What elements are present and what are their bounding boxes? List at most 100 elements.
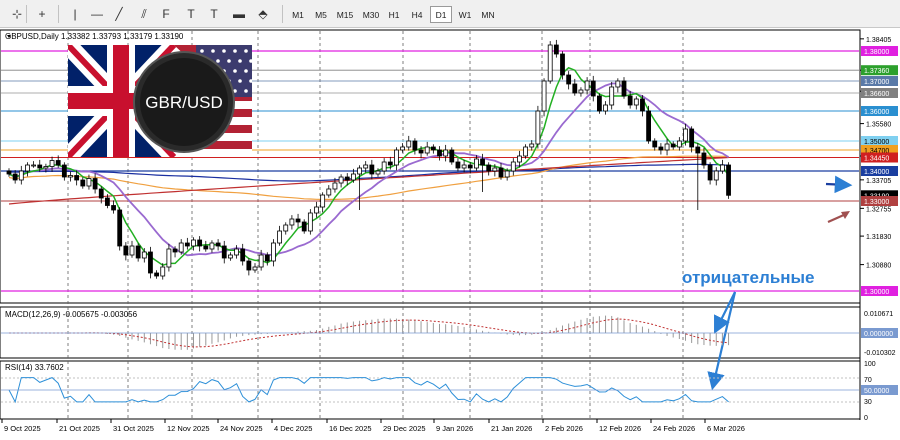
rsi-mid-tag	[861, 385, 898, 395]
text-label-icon[interactable]: T	[210, 7, 218, 21]
candle-body	[455, 161, 461, 169]
timeframe-w1[interactable]: W1	[458, 9, 472, 20]
candle-body	[510, 161, 516, 172]
price-tag	[861, 46, 898, 56]
candle-body	[92, 178, 98, 190]
candle-body	[430, 146, 436, 151]
candle-body	[320, 194, 326, 208]
candle-body	[227, 254, 233, 259]
channel-icon[interactable]: ⫽	[141, 6, 147, 21]
timeframe-mn[interactable]: MN	[481, 9, 495, 20]
trendline-icon[interactable]: ╱	[115, 7, 123, 21]
fibonacci-icon[interactable]: F	[162, 7, 170, 21]
candle-body	[578, 89, 584, 94]
candle-body	[123, 245, 129, 256]
date-tick-label: 24 Nov 2025	[220, 424, 263, 433]
level-arrow-blue-icon	[825, 175, 853, 194]
star-icon	[227, 59, 231, 63]
price-tag	[861, 166, 898, 176]
candle-body	[129, 245, 135, 256]
candle-body	[344, 176, 350, 181]
cursor-cross-icon[interactable]: +	[38, 7, 46, 21]
candle-body	[492, 167, 498, 172]
timeframe-m30[interactable]: M30	[362, 9, 380, 20]
candle-body	[154, 272, 160, 277]
candle-body	[670, 143, 676, 148]
candle-body	[332, 182, 338, 190]
candle-body	[412, 140, 418, 151]
candle-body	[98, 188, 104, 199]
price-tag-label: 1.34000	[864, 169, 889, 176]
annotation-text: отрицательные	[682, 268, 815, 287]
timeframe-d1[interactable]: D1	[430, 6, 452, 23]
candle-body	[271, 242, 276, 262]
candle-body	[535, 110, 541, 145]
timeframe-m1[interactable]: M1	[292, 9, 304, 20]
timeframe-m15[interactable]: M15	[336, 9, 354, 20]
text-icon[interactable]: T	[187, 7, 195, 21]
candle-body	[326, 188, 332, 196]
star-icon	[249, 79, 252, 83]
candle-body	[547, 44, 553, 82]
candle-body	[443, 149, 449, 157]
candle-body	[449, 149, 455, 163]
candle-body	[61, 164, 67, 178]
candle-body	[166, 248, 172, 268]
candle-body	[695, 146, 701, 154]
rsi-axis-label: 70	[864, 377, 872, 384]
star-icon	[249, 59, 252, 63]
annotation-arrow-macd-icon	[714, 291, 736, 334]
candle-body	[406, 140, 412, 148]
candle-body	[633, 98, 639, 106]
star-icon	[233, 89, 237, 93]
macd-zero-tag	[861, 328, 898, 338]
arrow-shapes-icon[interactable]: ⬘	[258, 7, 268, 21]
vertical-line-icon[interactable]: |	[73, 7, 77, 21]
chart-area[interactable]: GBR/USD GBPUSD,Daily 1.33382 1.33793 1.3…	[0, 28, 900, 440]
rsi-label: RSI(14) 33.7602	[5, 363, 64, 372]
candle-body	[203, 245, 209, 250]
price-tag-label: 1.30000	[864, 289, 889, 296]
candle-body	[86, 178, 92, 187]
candle-body	[43, 166, 49, 169]
shape-icon[interactable]: ▬	[233, 7, 245, 21]
horizontal-line-icon[interactable]: —	[91, 7, 103, 21]
price-tag	[861, 88, 898, 98]
date-tick-label: 9 Jan 2026	[436, 424, 473, 433]
price-tick-label: 1.35580	[866, 122, 891, 129]
ma-blue-line	[8, 163, 729, 182]
candle-body	[597, 95, 602, 112]
timeframe-h1[interactable]: H1	[388, 9, 400, 20]
macd-axis-label: 0.000000	[864, 331, 893, 338]
candle-body	[252, 266, 258, 271]
price-tag	[861, 152, 898, 163]
level-arrowhead-red-icon	[841, 211, 850, 219]
price-tick-label: 1.30880	[866, 263, 891, 270]
candle-body	[31, 164, 37, 167]
candle-body	[553, 44, 559, 55]
crosshair-icon[interactable]: ⊹	[11, 7, 23, 21]
candle-body	[184, 242, 190, 247]
candle-body	[375, 170, 381, 175]
star-icon	[216, 59, 220, 63]
date-tick-label: 12 Nov 2025	[167, 424, 210, 433]
candle-body	[461, 164, 467, 169]
rsi-axis-label: 0	[864, 415, 868, 422]
candle-body	[560, 53, 565, 76]
candle-body	[289, 218, 295, 226]
candle-body	[713, 170, 719, 181]
candle-body	[720, 164, 725, 172]
date-tick-label: 4 Dec 2025	[274, 424, 312, 433]
candle-body	[283, 224, 289, 232]
candle-body	[590, 80, 596, 97]
candle-body	[381, 161, 387, 172]
timeframe-h4[interactable]: H4	[411, 9, 423, 20]
date-tick-label: 12 Feb 2026	[599, 424, 641, 433]
price-tag	[861, 145, 898, 155]
candle-body	[221, 245, 227, 259]
date-tick-label: 31 Oct 2025	[113, 424, 154, 433]
candle-body	[640, 98, 645, 112]
star-icon	[244, 89, 248, 93]
candle-body	[234, 248, 239, 256]
timeframe-m5[interactable]: M5	[315, 9, 327, 20]
